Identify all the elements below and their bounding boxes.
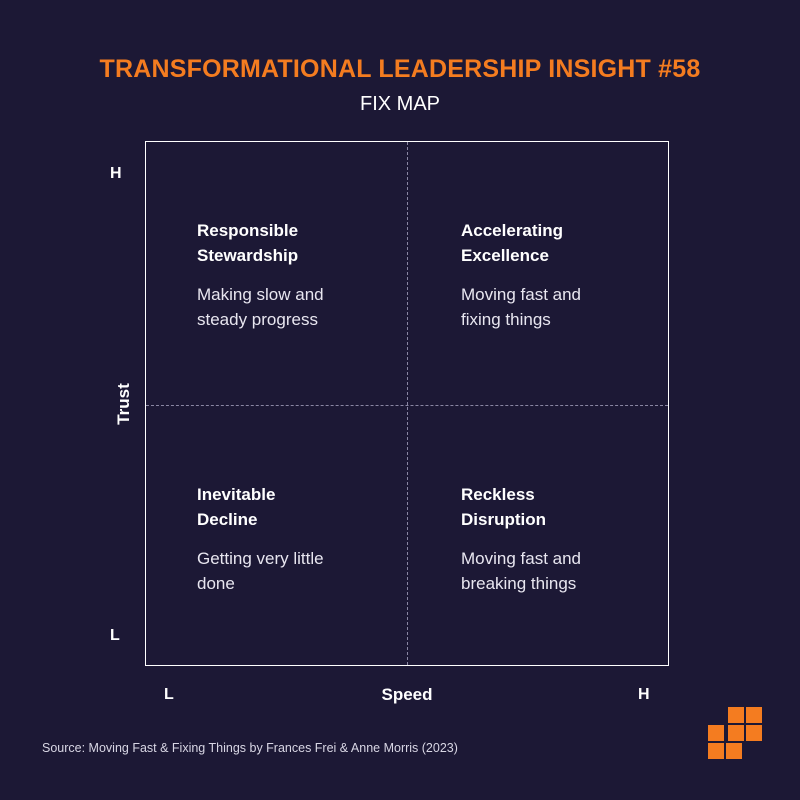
- y-axis-title: Trust: [114, 383, 133, 425]
- x-axis-high-label: H: [638, 686, 650, 703]
- vertical-divider: [407, 142, 408, 665]
- x-axis-low-label: L: [164, 686, 174, 703]
- quadrant-title: Inevitable Decline: [197, 485, 276, 529]
- y-axis-low-label: L: [110, 627, 120, 644]
- quadrant-inevitable-decline: Inevitable Decline Getting very little d…: [197, 482, 397, 596]
- quadrant-description: Getting very little done: [197, 549, 324, 593]
- quadrant-responsible-stewardship: Responsible Stewardship Making slow and …: [197, 218, 397, 332]
- quadrant-grid: Responsible Stewardship Making slow and …: [145, 141, 669, 666]
- quadrant-title: Responsible Stewardship: [197, 221, 299, 265]
- page-title: TRANSFORMATIONAL LEADERSHIP INSIGHT #58: [99, 55, 701, 83]
- quadrant-title: Accelerating Excellence: [461, 221, 564, 265]
- orange-blocks-logo-icon: [708, 707, 762, 761]
- quadrant-description: Moving fast and fixing things: [461, 285, 582, 329]
- quadrant-accelerating-excellence: Accelerating Excellence Moving fast and …: [461, 218, 661, 332]
- quadrant-title: Reckless Disruption: [461, 485, 546, 529]
- page-subtitle: FIX MAP: [359, 93, 440, 115]
- x-axis-title: Speed: [381, 685, 433, 704]
- quadrant-description: Moving fast and breaking things: [461, 549, 582, 593]
- y-axis-high-label: H: [110, 165, 122, 182]
- source-citation: Source: Moving Fast & Fixing Things by F…: [42, 741, 458, 755]
- quadrant-description: Making slow and steady progress: [197, 285, 324, 329]
- horizontal-divider: [146, 405, 668, 406]
- quadrant-reckless-disruption: Reckless Disruption Moving fast and brea…: [461, 482, 661, 596]
